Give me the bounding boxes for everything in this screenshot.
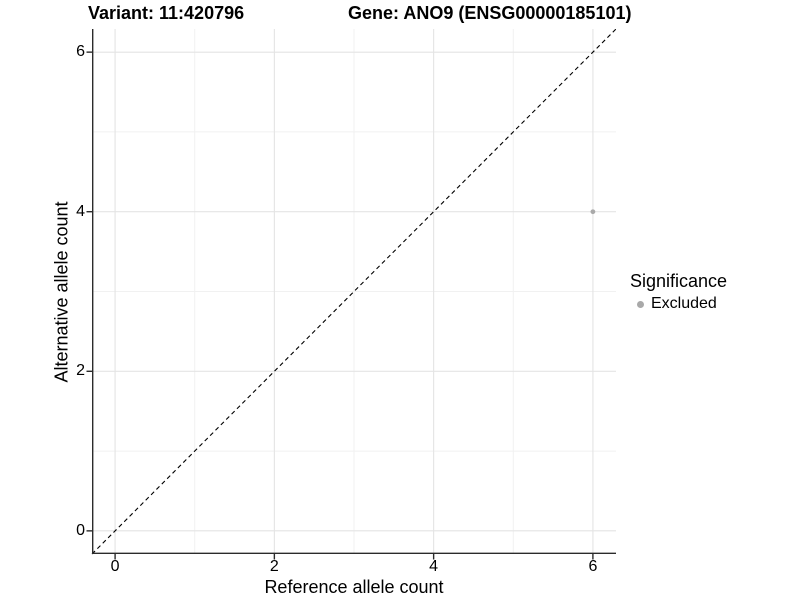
y-tick-label: 6 [76, 43, 85, 61]
y-tick-label: 2 [76, 362, 85, 380]
x-tick-label: 6 [588, 558, 598, 575]
x-axis-title: Reference allele count [264, 577, 444, 597]
y-axis-title: Alternative allele count [51, 201, 72, 383]
x-tick-label: 2 [269, 558, 279, 575]
variant-title: Variant: 11:420796 [88, 3, 245, 23]
x-tick-label: 4 [429, 558, 439, 575]
x-tick-label: 0 [110, 558, 120, 575]
plot-panel [86, 29, 616, 560]
y-tick-label: 0 [76, 521, 85, 539]
gene-title: Gene: ANO9 (ENSG00000185101) [348, 3, 632, 23]
y-tick-label: 4 [76, 202, 85, 220]
legend: Significance Excluded [630, 271, 727, 313]
legend-item-label: Excluded [651, 295, 717, 312]
excluded-point-icon [637, 300, 644, 308]
identity-line [91, 29, 616, 555]
legend-title: Significance [630, 271, 728, 291]
legend-item-excluded: Excluded [630, 295, 727, 313]
data-point [590, 209, 596, 215]
